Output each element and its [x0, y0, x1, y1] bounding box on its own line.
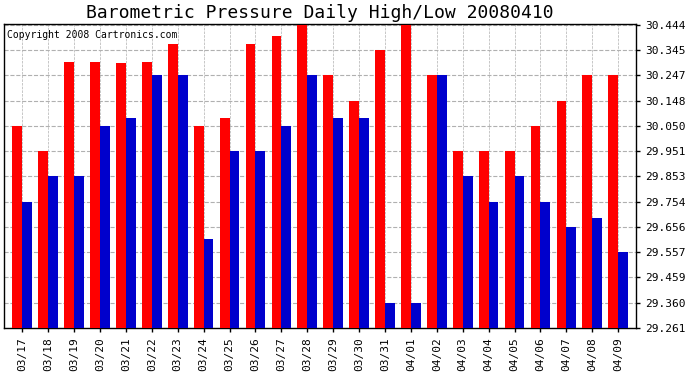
Bar [333, 118, 343, 328]
Bar [557, 101, 566, 328]
Bar [297, 25, 307, 328]
Bar [324, 75, 333, 328]
Bar [479, 151, 489, 328]
Bar [582, 75, 592, 328]
Bar [116, 63, 126, 328]
Bar [178, 75, 188, 328]
Bar [142, 62, 152, 328]
Bar [609, 75, 618, 328]
Bar [307, 75, 317, 328]
Bar [219, 118, 230, 328]
Bar [90, 62, 100, 328]
Bar [12, 126, 22, 328]
Text: Copyright 2008 Cartronics.com: Copyright 2008 Cartronics.com [8, 30, 178, 40]
Bar [39, 151, 48, 328]
Bar [194, 126, 204, 328]
Bar [437, 75, 446, 328]
Bar [411, 303, 421, 328]
Bar [427, 75, 437, 328]
Bar [385, 303, 395, 328]
Bar [463, 176, 473, 328]
Bar [566, 227, 576, 328]
Bar [152, 75, 161, 328]
Bar [272, 36, 282, 328]
Bar [349, 101, 359, 328]
Bar [246, 44, 255, 328]
Bar [48, 176, 58, 328]
Bar [168, 44, 178, 328]
Bar [64, 62, 74, 328]
Bar [100, 126, 110, 328]
Title: Barometric Pressure Daily High/Low 20080410: Barometric Pressure Daily High/Low 20080… [86, 4, 554, 22]
Bar [204, 238, 213, 328]
Bar [255, 151, 266, 328]
Bar [540, 202, 551, 328]
Bar [126, 118, 136, 328]
Bar [22, 202, 32, 328]
Bar [618, 252, 628, 328]
Bar [489, 202, 498, 328]
Bar [282, 126, 291, 328]
Bar [453, 151, 463, 328]
Bar [531, 126, 540, 328]
Bar [74, 176, 84, 328]
Bar [401, 25, 411, 328]
Bar [230, 151, 239, 328]
Bar [592, 218, 602, 328]
Bar [515, 176, 524, 328]
Bar [375, 50, 385, 328]
Bar [359, 118, 369, 328]
Bar [504, 151, 515, 328]
